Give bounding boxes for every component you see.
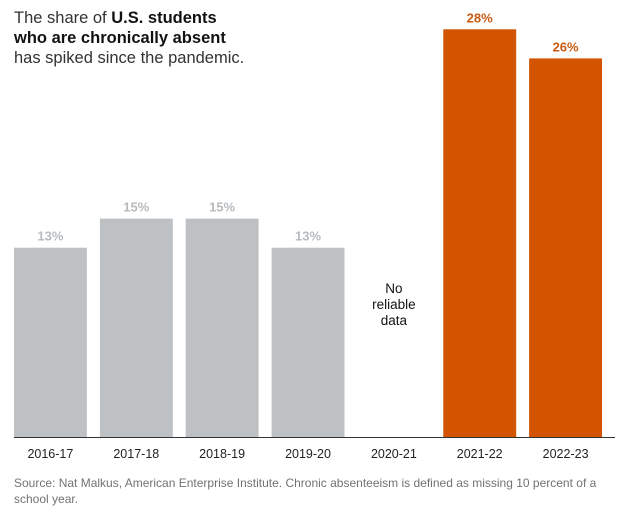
source-note: Source: Nat Malkus, American Enterprise … [14, 476, 597, 506]
tick-label-2021-22: 2021-22 [457, 447, 503, 461]
title-tail: has spiked since the pandemic. [14, 49, 245, 67]
bar-2017-18 [99, 218, 173, 437]
tick-label-2019-20: 2019-20 [285, 447, 331, 461]
tick-label-2018-19: 2018-19 [199, 447, 245, 461]
x-axis-tick-labels: 2016-17 2017-18 2018-19 2019-20 2020-21 2021-… [27, 447, 588, 461]
title-lead: The share of [14, 9, 112, 27]
bar-2019-20 [271, 247, 345, 437]
missing-note-line: No [385, 281, 402, 296]
chart-title: The share of U.S. students who are chron… [14, 8, 254, 68]
value-label-2017-18: 15% [123, 200, 149, 215]
value-label-2021-22: 28% [467, 10, 493, 25]
missing-note-line: data [381, 313, 408, 328]
tick-label-2017-18: 2017-18 [113, 447, 159, 461]
bars-group [14, 29, 602, 438]
title-emphasis: U.S. students who are chronically absent [14, 9, 226, 47]
tick-label-2016-17: 2016-17 [27, 447, 73, 461]
value-labels-group: 13% 15% 15% 13% 28% 26% [37, 10, 579, 243]
value-label-2018-19: 15% [209, 200, 235, 215]
bar-2016-17 [14, 247, 87, 437]
value-label-2019-20: 13% [295, 229, 321, 244]
value-label-2016-17: 13% [37, 229, 63, 244]
tick-label-2022-23: 2022-23 [543, 447, 589, 461]
bar-2018-19 [185, 218, 259, 437]
bar-2021-22 [443, 29, 517, 438]
value-label-2022-23: 26% [553, 39, 579, 54]
missing-note-line: reliable [372, 297, 416, 312]
tick-label-2020-21: 2020-21 [371, 447, 417, 461]
bar-2022-23 [529, 58, 602, 438]
